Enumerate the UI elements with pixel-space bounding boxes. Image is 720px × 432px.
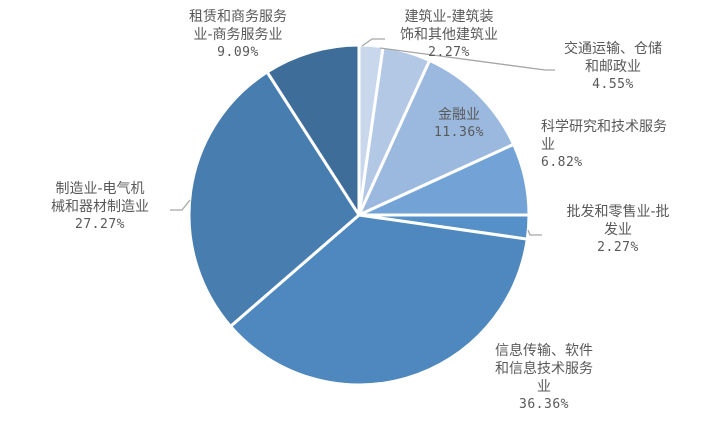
label-text: 业 bbox=[537, 379, 551, 395]
label-percent: 36.36% bbox=[519, 397, 569, 412]
label-text: 批发和零售业-批 bbox=[566, 204, 670, 220]
label-text: 科学研究和技术服务 bbox=[541, 119, 667, 135]
label-text: 业 bbox=[541, 137, 555, 153]
label-text: 金融业 bbox=[438, 107, 480, 123]
label-text: 制造业-电气机 bbox=[55, 181, 145, 197]
pie-slices bbox=[187, 43, 531, 387]
leader-line-construction bbox=[361, 38, 385, 47]
label-wholesale: 批发和零售业-批 发业 2.27% bbox=[546, 203, 690, 257]
label-percent: 4.55% bbox=[592, 77, 634, 92]
label-text: 械和器材制造业 bbox=[51, 199, 149, 215]
label-text: 信息传输、软件 bbox=[495, 343, 593, 359]
label-text: 和邮政业 bbox=[585, 59, 641, 75]
pie-slice bbox=[265, 43, 361, 217]
pie-slice bbox=[187, 70, 361, 328]
label-percent: 11.36% bbox=[434, 125, 484, 140]
label-text: 和信息技术服务 bbox=[495, 361, 593, 377]
label-science: 科学研究和技术服务 业 6.82% bbox=[541, 118, 711, 172]
label-percent: 27.27% bbox=[75, 217, 125, 232]
pie-slice bbox=[357, 58, 516, 217]
label-percent: 2.27% bbox=[428, 45, 470, 60]
leader-line-wholesale bbox=[527, 229, 542, 236]
label-finance: 金融业 11.36% bbox=[424, 106, 494, 142]
label-percent: 9.09% bbox=[217, 45, 259, 60]
leader-lines bbox=[170, 38, 555, 236]
label-text: 交通运输、仓储 bbox=[564, 41, 662, 57]
label-text: 租赁和商务服务 bbox=[189, 9, 287, 25]
label-text: 发业 bbox=[604, 222, 632, 238]
leader-line-manufacturing bbox=[170, 199, 191, 211]
label-construction: 建筑业-建筑装 饰和其他建筑业 2.27% bbox=[384, 8, 514, 62]
label-percent: 6.82% bbox=[541, 155, 583, 170]
label-transport: 交通运输、仓储 和邮政业 4.55% bbox=[548, 40, 678, 94]
label-text: 建筑业-建筑装 bbox=[404, 9, 494, 25]
label-percent: 2.27% bbox=[597, 240, 639, 255]
label-text: 饰和其他建筑业 bbox=[400, 27, 498, 43]
leader-line-transport bbox=[379, 47, 555, 71]
label-leasing: 租赁和商务服务 业-商务服务业 9.09% bbox=[168, 8, 308, 62]
label-text: 业-商务服务业 bbox=[193, 27, 283, 43]
label-manufacturing: 制造业-电气机 械和器材制造业 27.27% bbox=[30, 180, 170, 234]
label-it: 信息传输、软件 和信息技术服务 业 36.36% bbox=[472, 342, 616, 414]
pie-slice bbox=[229, 213, 529, 387]
